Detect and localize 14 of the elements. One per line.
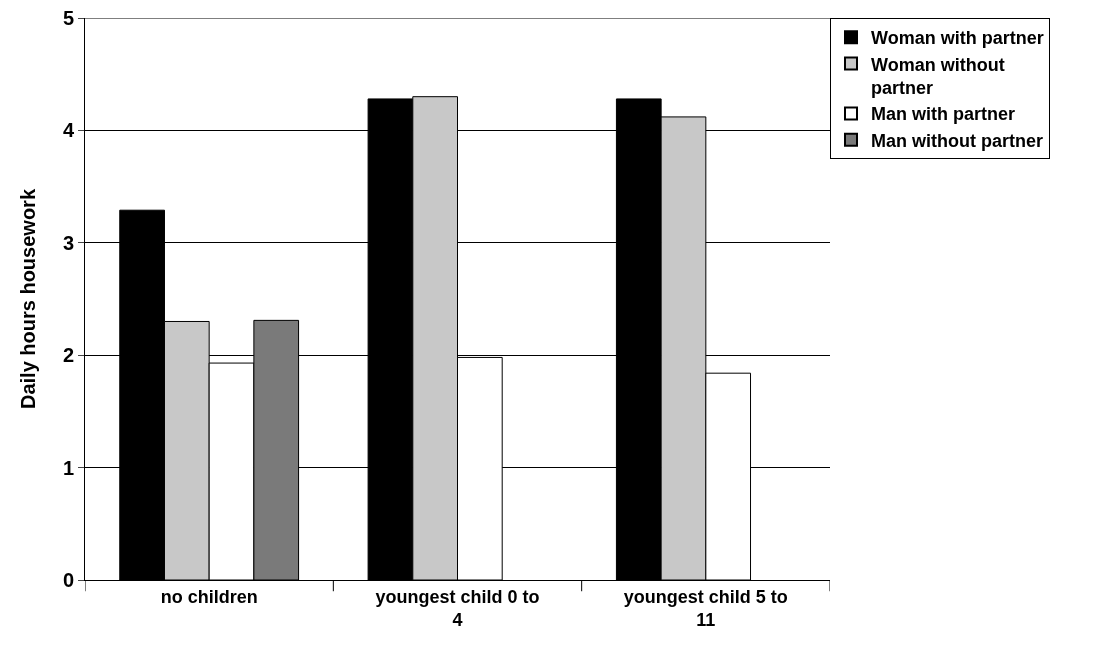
y-tick-label: 5 (62, 7, 74, 29)
legend-label: Man with partner (871, 104, 1016, 125)
y-axis-title: Daily hours housework (17, 188, 39, 410)
x-tick-label: no children (160, 586, 258, 607)
y-tick-label: 2 (62, 344, 74, 367)
x-tick-label: youngest child 5 to 11 (623, 586, 788, 630)
x-tick-label: youngest child 0 to 4 (375, 586, 540, 630)
legend-label: Man without partner (871, 130, 1043, 151)
y-tick-label: 1 (62, 456, 74, 479)
y-tick-label: 0 (62, 569, 74, 591)
legend-label: Woman without partner (871, 54, 1005, 99)
y-tick-label: 3 (62, 231, 74, 254)
y-tick-label: 4 (62, 119, 75, 142)
legend-label: Woman with partner (871, 28, 1044, 49)
